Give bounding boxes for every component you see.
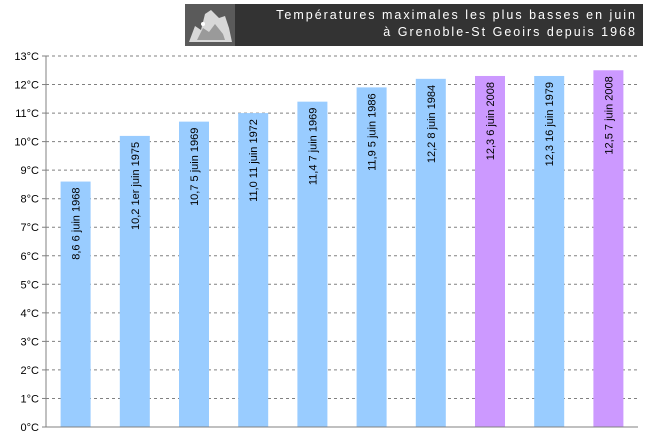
y-tick-label: 7°C — [21, 222, 40, 234]
y-tick-label: 1°C — [21, 393, 40, 405]
bar — [119, 135, 150, 427]
y-tick-label: 6°C — [21, 251, 40, 263]
y-tick-label: 0°C — [21, 422, 40, 434]
bar — [297, 101, 328, 428]
y-tick-label: 2°C — [21, 365, 40, 377]
bar-label: 11,9 5 juin 1986 — [367, 93, 379, 170]
y-tick-label: 3°C — [21, 336, 40, 348]
y-tick-label: 11°C — [15, 108, 39, 120]
bars — [60, 70, 624, 428]
bar — [238, 113, 269, 428]
mountain-silhouette-icon — [185, 4, 235, 46]
bar-label: 10,2 1er juin 1975 — [130, 142, 142, 230]
y-tick-label: 13°C — [14, 51, 39, 63]
bar-label: 12,3 16 juin 1979 — [544, 82, 556, 166]
bar-label: 11,0 11 juin 1972 — [248, 119, 260, 202]
bar-label: 8,6 6 juin 1968 — [71, 188, 83, 260]
chart-title-line-1: Températures maximales les plus basses e… — [276, 8, 637, 22]
y-tick-label: 9°C — [21, 165, 40, 177]
bar — [534, 75, 565, 427]
bar-label: 12,5 7 juin 2008 — [603, 76, 615, 154]
y-axis-ticks: 0°C 1°C 2°C 3°C 4°C 5°C 6°C 7°C 8°C 9°C 10°C 11°C 12… — [14, 51, 39, 434]
chart-title-line-2: à Grenoble-St Geoirs depuis 1968 — [383, 25, 637, 39]
axes — [45, 56, 638, 428]
bar — [415, 78, 446, 427]
bar-label: 11,4 7 juin 1969 — [307, 108, 319, 185]
bar — [356, 87, 387, 428]
bar-label: 12,3 6 juin 2008 — [485, 82, 497, 160]
chart-title-box: Températures maximales les plus basses e… — [185, 4, 643, 46]
y-tick-label: 8°C — [21, 194, 40, 206]
bar-label: 10,7 5 juin 1969 — [189, 128, 201, 206]
bar — [475, 75, 505, 427]
bar — [179, 121, 209, 427]
y-tick-label: 5°C — [21, 279, 40, 291]
bar-labels: 8,6 6 juin 1968 10,2 1er juin 1975 10,7 5 … — [71, 76, 616, 259]
bar — [593, 70, 624, 428]
y-tick-label: 4°C — [21, 308, 40, 320]
y-tick-label: 10°C — [14, 137, 39, 149]
bar-label: 12,2 8 juin 1984 — [426, 85, 438, 163]
y-tick-label: 12°C — [14, 80, 39, 92]
bar — [60, 181, 91, 427]
chart-title: Températures maximales les plus basses e… — [237, 7, 637, 41]
